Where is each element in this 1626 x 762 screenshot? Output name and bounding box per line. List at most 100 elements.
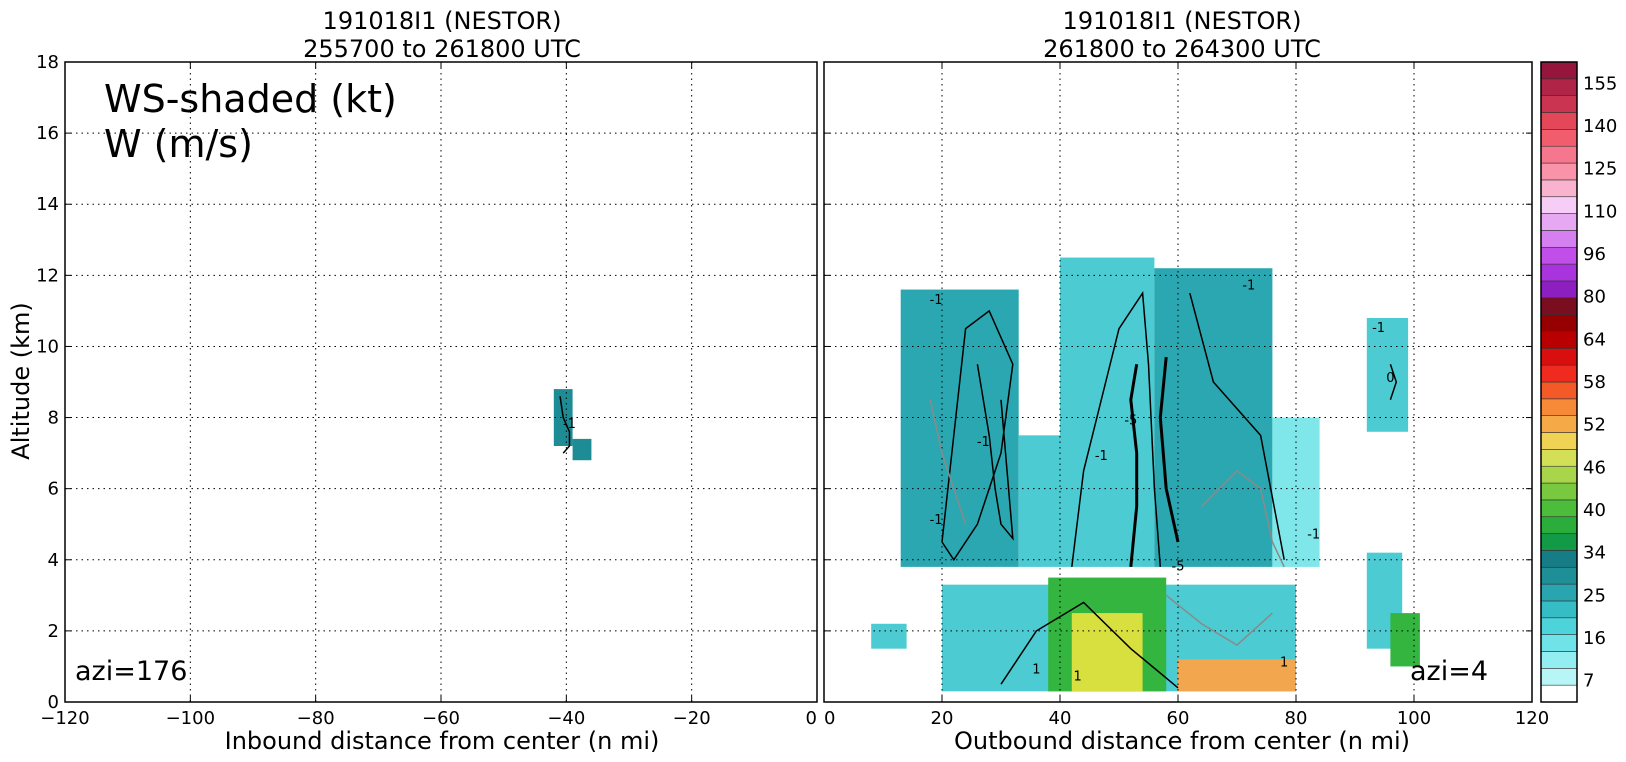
colorbar-tick-label: 64 xyxy=(1583,329,1606,350)
left-x-ticks: −120 −100 −80 −60 −40 −20 0 xyxy=(40,62,818,729)
left-y-ticks: 0 2 4 6 8 10 12 14 16 18 xyxy=(36,52,817,713)
x-tick-label: 100 xyxy=(1397,708,1431,729)
shaded-region-1 xyxy=(1018,435,1060,567)
x-tick-label: −60 xyxy=(422,708,460,729)
contour-line-0 xyxy=(559,396,571,454)
contour-line-6 xyxy=(1201,469,1285,568)
shaded-region-12 xyxy=(871,623,907,649)
colorbar-box xyxy=(1540,280,1578,299)
y-tick-label: 4 xyxy=(48,550,59,571)
colorbar-tick-label: 7 xyxy=(1583,671,1594,692)
contour-line-9 xyxy=(1165,594,1273,647)
colorbar-frame xyxy=(1540,61,1578,703)
legend-line-ws: WS-shaded (kt) xyxy=(104,77,397,121)
x-tick-label: −100 xyxy=(166,708,215,729)
x-tick-label: 0 xyxy=(824,708,835,729)
colorbar-box xyxy=(1540,398,1578,416)
right-contour-labels: -1 -1 -1 -1 -5 -5 -1 -1 -1 0 1 1 1 xyxy=(930,279,1395,685)
left-contours xyxy=(559,396,571,454)
contour-label: -1 xyxy=(930,513,943,528)
left-chart-title: 191018I1 (NESTOR) xyxy=(323,7,562,35)
colorbar-box xyxy=(1540,499,1578,518)
colorbar-box xyxy=(1540,112,1578,130)
left-grid xyxy=(65,62,817,702)
left-panel: -1 −120 −100 −80 −60 −40 −20 0 0 2 4 6 8 10 12 14 16 18… xyxy=(7,7,818,755)
colorbar-box xyxy=(1540,381,1578,400)
colorbar-box xyxy=(1540,634,1578,652)
x-tick-label: −20 xyxy=(673,708,711,729)
colorbar-box xyxy=(1540,129,1578,147)
colorbar-ticks: 7 16 25 34 40 46 52 58 64 80 96 110 125 140 155 xyxy=(1583,73,1617,691)
colorbar-box xyxy=(1540,364,1578,383)
colorbar-tick-label: 80 xyxy=(1583,287,1606,308)
colorbar-tick-label: 140 xyxy=(1583,116,1617,137)
y-tick-label: 18 xyxy=(36,52,59,73)
colorbar-tick-label: 52 xyxy=(1583,415,1606,436)
colorbar-box xyxy=(1540,617,1578,635)
shaded-region-3 xyxy=(1154,268,1273,567)
shaded-region-0 xyxy=(900,289,1019,567)
x-tick-label: −40 xyxy=(547,708,585,729)
contour-line-3 xyxy=(1129,363,1139,568)
colorbar-box xyxy=(1540,196,1578,214)
legend-line-w: W (m/s) xyxy=(104,122,253,166)
contour-line-5 xyxy=(1189,292,1285,560)
y-tick-label: 0 xyxy=(48,692,59,713)
x-tick-label: 60 xyxy=(1167,708,1190,729)
y-tick-label: 10 xyxy=(36,336,59,357)
colorbar-box xyxy=(1540,432,1578,450)
shaded-region-11 xyxy=(1390,613,1420,667)
contour-label: -5 xyxy=(1124,414,1137,429)
colorbar-box xyxy=(1540,230,1578,248)
colorbar-box xyxy=(1540,600,1578,619)
colorbar-box xyxy=(1540,449,1578,467)
colorbar-box xyxy=(1540,533,1578,551)
colorbar-tick-label: 110 xyxy=(1583,201,1617,222)
colorbar-box xyxy=(1540,263,1578,282)
colorbar-box xyxy=(1540,95,1578,113)
left-azimuth-label: azi=176 xyxy=(75,656,187,687)
colorbar-box xyxy=(1540,482,1578,501)
contour-label: -1 xyxy=(930,293,943,308)
contour-label: 1 xyxy=(1032,663,1040,678)
y-tick-label: 8 xyxy=(48,408,59,429)
colorbar-box xyxy=(1540,246,1578,265)
colorbar-boxes xyxy=(1540,61,1578,703)
contour-line-10 xyxy=(1389,363,1398,401)
right-grid xyxy=(824,62,1532,702)
colorbar-tick-label: 40 xyxy=(1583,500,1606,521)
colorbar-box xyxy=(1540,162,1578,181)
left-chart-subtitle: 255700 to 261800 UTC xyxy=(303,35,581,63)
contour-line-2 xyxy=(1071,290,1162,567)
right-chart-title: 191018I1 (NESTOR) xyxy=(1063,7,1302,35)
colorbar-box xyxy=(1540,348,1578,366)
contour-label: -1 xyxy=(1242,279,1255,294)
colorbar-tick-label: 46 xyxy=(1583,457,1606,478)
right-x-ticks: 0 20 40 60 80 100 120 xyxy=(823,62,1549,729)
colorbar-box xyxy=(1540,668,1578,686)
contour-label: -1 xyxy=(1372,321,1385,336)
right-chart-subtitle: 261800 to 264300 UTC xyxy=(1043,35,1321,63)
contour-label: -1 xyxy=(1307,527,1320,542)
contour-label: 1 xyxy=(1074,670,1082,685)
right-y-ticks xyxy=(824,61,1532,703)
colorbar-box xyxy=(1540,583,1578,602)
y-tick-label: 16 xyxy=(36,123,59,144)
contour-label: 0 xyxy=(1386,371,1394,386)
colorbar-box xyxy=(1540,651,1578,669)
colorbar: 7 16 25 34 40 46 52 58 64 80 96 110 125 140 155 xyxy=(1540,61,1617,703)
colorbar-box xyxy=(1540,297,1578,315)
x-tick-label: 20 xyxy=(931,708,954,729)
colorbar-tick-label: 96 xyxy=(1583,244,1606,265)
shaded-region-8 xyxy=(1178,659,1296,692)
colorbar-box xyxy=(1540,61,1578,80)
shaded-region-2 xyxy=(1060,257,1155,567)
x-tick-label: −120 xyxy=(40,708,89,729)
x-tick-label: 80 xyxy=(1285,708,1308,729)
colorbar-tick-label: 155 xyxy=(1583,73,1617,94)
left-x-axis-label: Inbound distance from center (n mi) xyxy=(225,727,660,755)
right-contours xyxy=(929,290,1398,689)
y-tick-label: 6 xyxy=(48,479,59,500)
colorbar-tick-label: 16 xyxy=(1583,628,1606,649)
